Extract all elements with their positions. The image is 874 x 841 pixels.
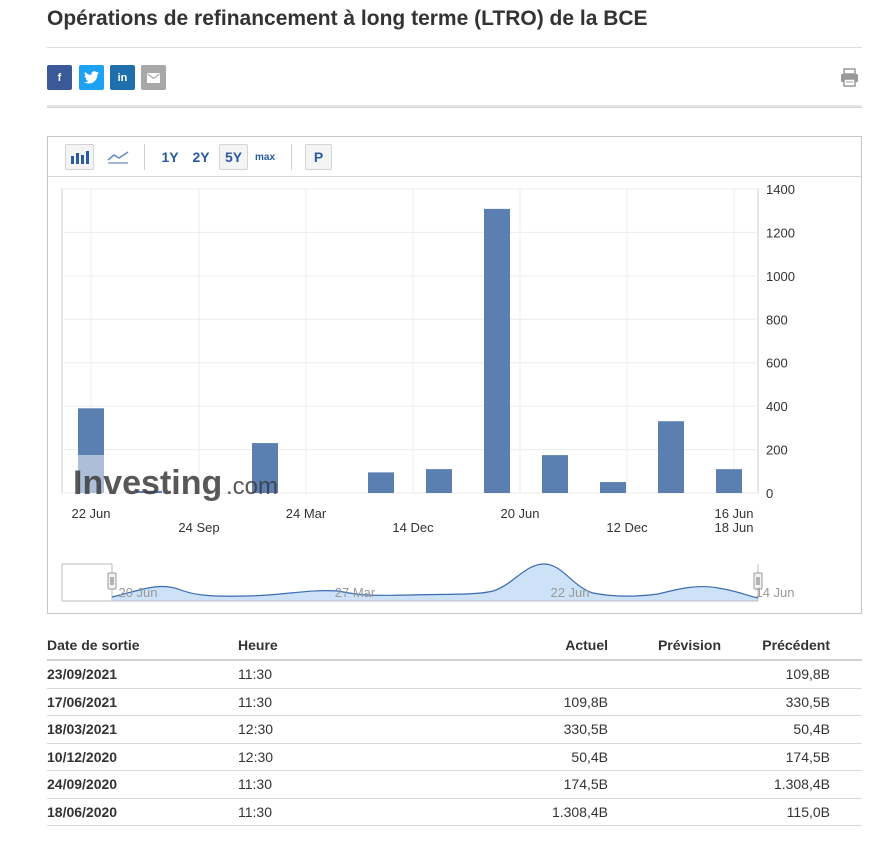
bar[interactable] bbox=[542, 455, 568, 493]
header-time[interactable]: Heure bbox=[238, 637, 278, 653]
facebook-share-button[interactable]: f bbox=[47, 65, 72, 90]
row-previous: 109,8B bbox=[785, 666, 830, 683]
bar-chart-icon bbox=[70, 151, 89, 164]
header-previous[interactable]: Précédent bbox=[762, 637, 830, 653]
x-tick-label: 16 Jun bbox=[714, 506, 753, 521]
row-date: 18/03/2021 bbox=[47, 721, 118, 738]
twitter-share-button[interactable] bbox=[79, 65, 104, 90]
table-row: 23/09/2021 11:30 109,8B bbox=[47, 661, 862, 689]
x-tick-label: 22 Jun bbox=[71, 506, 110, 521]
investing-watermark: Investing .com bbox=[73, 464, 278, 502]
navigator-label: 14 Jun bbox=[755, 585, 794, 600]
print-icon[interactable] bbox=[840, 68, 859, 87]
bar-highlight bbox=[78, 455, 104, 493]
table-row: 18/06/2020 11:30 1.308,4B 115,0B bbox=[47, 799, 862, 826]
twitter-icon bbox=[84, 71, 99, 84]
row-actual: 1.308,4B bbox=[551, 803, 608, 820]
range-5y-button[interactable]: 5Y bbox=[219, 144, 248, 170]
row-actual: 330,5B bbox=[563, 721, 608, 738]
y-tick-label: 1400 bbox=[766, 182, 795, 197]
header-actual[interactable]: Actuel bbox=[565, 637, 608, 653]
row-previous: 1.308,4B bbox=[773, 776, 830, 793]
row-date: 18/06/2020 bbox=[47, 803, 118, 820]
navigator-label: 20 Jun bbox=[118, 585, 157, 600]
y-tick-label: 200 bbox=[766, 443, 788, 458]
row-actual: 109,8B bbox=[563, 693, 608, 710]
row-previous: 330,5B bbox=[785, 693, 830, 710]
x-tick-label: 18 Jun bbox=[714, 520, 753, 535]
x-tick-label: 14 Dec bbox=[392, 520, 434, 535]
bar[interactable] bbox=[658, 421, 684, 493]
navigator-handle[interactable] bbox=[107, 572, 117, 590]
x-tick-label: 24 Sep bbox=[178, 520, 219, 535]
row-actual: 174,5B bbox=[563, 776, 608, 793]
row-time: 11:30 bbox=[238, 666, 272, 683]
linkedin-share-button[interactable]: in bbox=[110, 65, 135, 90]
mail-icon bbox=[147, 72, 160, 83]
row-previous: 50,4B bbox=[793, 721, 830, 738]
page-title: Opérations de refinancement à long terme… bbox=[47, 7, 648, 30]
bar[interactable] bbox=[426, 469, 452, 493]
line-chart-button[interactable] bbox=[103, 144, 132, 170]
history-table: Date de sortie Heure Actuel Prévision Pr… bbox=[47, 630, 862, 826]
row-date: 10/12/2020 bbox=[47, 748, 118, 765]
y-tick-label: 600 bbox=[766, 356, 788, 371]
toolbar-separator bbox=[144, 144, 145, 170]
email-share-button[interactable] bbox=[141, 65, 166, 90]
navigator[interactable]: 20 Jun 27 Mar 22 Jun 14 Jun bbox=[61, 563, 795, 602]
row-time: 12:30 bbox=[238, 748, 274, 765]
y-tick-label: 800 bbox=[766, 312, 788, 327]
x-tick-label: 24 Mar bbox=[286, 506, 327, 521]
table-header: Date de sortie Heure Actuel Prévision Pr… bbox=[47, 630, 862, 661]
p-button[interactable]: P bbox=[305, 144, 332, 170]
watermark-suffix: .com bbox=[226, 473, 278, 500]
header-date[interactable]: Date de sortie bbox=[47, 637, 140, 653]
navigator-label: 22 Jun bbox=[550, 585, 589, 600]
row-date: 23/09/2021 bbox=[47, 666, 118, 683]
table-row: 18/03/2021 12:30 330,5B 50,4B bbox=[47, 716, 862, 744]
header-forecast[interactable]: Prévision bbox=[657, 637, 721, 653]
navigator-area bbox=[112, 563, 758, 601]
range-max-button[interactable]: max bbox=[254, 151, 275, 163]
bar[interactable] bbox=[252, 443, 278, 493]
bar[interactable] bbox=[484, 208, 510, 493]
y-tick-label: 0 bbox=[766, 486, 773, 501]
row-previous: 174,5B bbox=[785, 748, 830, 765]
plot-area bbox=[61, 188, 759, 494]
bar-chart: 0 200 400 600 800 1000 1200 1400 22 Jun 24 Mar 20… bbox=[61, 182, 795, 602]
watermark-brand: Investing bbox=[73, 464, 222, 502]
y-tick-label: 400 bbox=[766, 399, 788, 414]
row-time: 12:30 bbox=[238, 721, 274, 738]
chart-panel: 1Y 2Y 5Y max P 0 200 400 600 800 1000 1200 1400… bbox=[47, 136, 862, 614]
row-time: 11:30 bbox=[238, 776, 272, 793]
x-tick-label: 12 Dec bbox=[606, 520, 648, 535]
row-time: 11:30 bbox=[238, 693, 272, 710]
table-row: 24/09/2020 11:30 174,5B 1.308,4B bbox=[47, 771, 862, 799]
y-tick-label: 1200 bbox=[766, 225, 795, 240]
y-tick-label: 1000 bbox=[766, 269, 795, 284]
bar[interactable] bbox=[136, 490, 162, 493]
row-date: 17/06/2021 bbox=[47, 693, 118, 710]
bar-chart-button[interactable] bbox=[65, 144, 94, 170]
row-time: 11:30 bbox=[238, 803, 272, 820]
navigator-handle[interactable] bbox=[753, 572, 763, 590]
divider bbox=[47, 47, 862, 48]
range-2y-button[interactable]: 2Y bbox=[192, 149, 210, 165]
row-actual: 50,4B bbox=[571, 748, 608, 765]
range-1y-button[interactable]: 1Y bbox=[161, 149, 179, 165]
row-date: 24/09/2020 bbox=[47, 776, 118, 793]
navigator-label: 27 Mar bbox=[335, 585, 376, 600]
chart-toolbar: 1Y 2Y 5Y max P bbox=[48, 137, 861, 177]
x-tick-label: 20 Jun bbox=[500, 506, 539, 521]
bar[interactable] bbox=[600, 482, 626, 493]
row-previous: 115,0B bbox=[786, 803, 830, 820]
table-row: 17/06/2021 11:30 109,8B 330,5B bbox=[47, 689, 862, 716]
toolbar-separator bbox=[291, 144, 292, 170]
bar[interactable] bbox=[368, 472, 394, 493]
line-chart-icon bbox=[106, 151, 128, 164]
table-row: 10/12/2020 12:30 50,4B 174,5B bbox=[47, 744, 862, 771]
navigator-line bbox=[111, 563, 759, 599]
header-divider bbox=[47, 105, 862, 108]
bar[interactable] bbox=[716, 469, 742, 493]
